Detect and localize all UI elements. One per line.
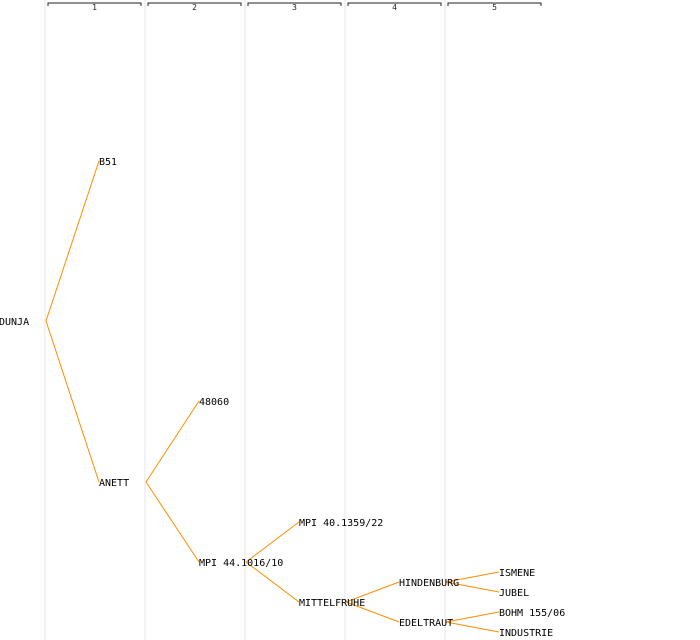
node-label-jubel[interactable]: JUBEL	[499, 588, 529, 599]
edge-mittelfruhe-hindenburg	[345, 581, 400, 603]
node-label-dunja[interactable]: DUNJA	[0, 317, 29, 328]
node-label-anett[interactable]: ANETT	[99, 478, 129, 489]
node-label-hindenburg[interactable]: HINDENBURG	[399, 578, 459, 589]
node-label-edeltraut[interactable]: EDELTRAUT	[399, 618, 453, 629]
generation-bracket-3	[247, 2, 342, 6]
edge-mpi44-mittelfruhe	[245, 561, 300, 603]
node-label-industrie[interactable]: INDUSTRIE	[499, 628, 553, 639]
generation-number-2: 2	[192, 3, 197, 12]
edge-mittelfruhe-edeltraut	[345, 601, 400, 623]
edge-edeltraut-bohm	[445, 611, 500, 623]
edge-hindenburg-jubel	[445, 581, 500, 593]
edge-dunja-b51	[45, 160, 100, 322]
node-label-bohm[interactable]: BOHM 155/06	[499, 608, 565, 619]
edge-mpi44-mpi40	[245, 521, 300, 563]
node-label-mittelfruhe[interactable]: MITTELFRUHE	[299, 598, 365, 609]
generation-bracket-5	[447, 2, 542, 6]
edge-edeltraut-industrie	[445, 621, 500, 633]
node-label-mpi40[interactable]: MPI 40.1359/22	[299, 518, 383, 529]
generation-bracket-1	[47, 2, 142, 6]
node-label-n48060[interactable]: 48060	[199, 397, 229, 408]
tree-edges	[45, 160, 500, 633]
generation-number-4: 4	[392, 3, 397, 12]
generation-bracket-2	[147, 2, 242, 6]
edge-hindenburg-ismene	[445, 571, 500, 583]
edge-dunja-anett	[45, 320, 100, 483]
generation-guides: 1 2 3 4 5	[44, 0, 542, 640]
generation-bracket-4	[347, 2, 442, 6]
generation-number-3: 3	[292, 3, 297, 12]
edge-anett-mpi44	[145, 481, 200, 563]
generation-number-1: 1	[92, 3, 97, 12]
generation-number-5: 5	[492, 3, 497, 12]
node-label-mpi44[interactable]: MPI 44.1016/10	[199, 558, 283, 569]
node-label-b51[interactable]: B51	[99, 157, 117, 168]
node-label-ismene[interactable]: ISMENE	[499, 568, 535, 579]
edge-anett-n48060	[145, 400, 200, 483]
tree-labels: DUNJA B51 ANETT 48060 MPI 44.1016/10 MPI 40.1…	[0, 157, 565, 639]
